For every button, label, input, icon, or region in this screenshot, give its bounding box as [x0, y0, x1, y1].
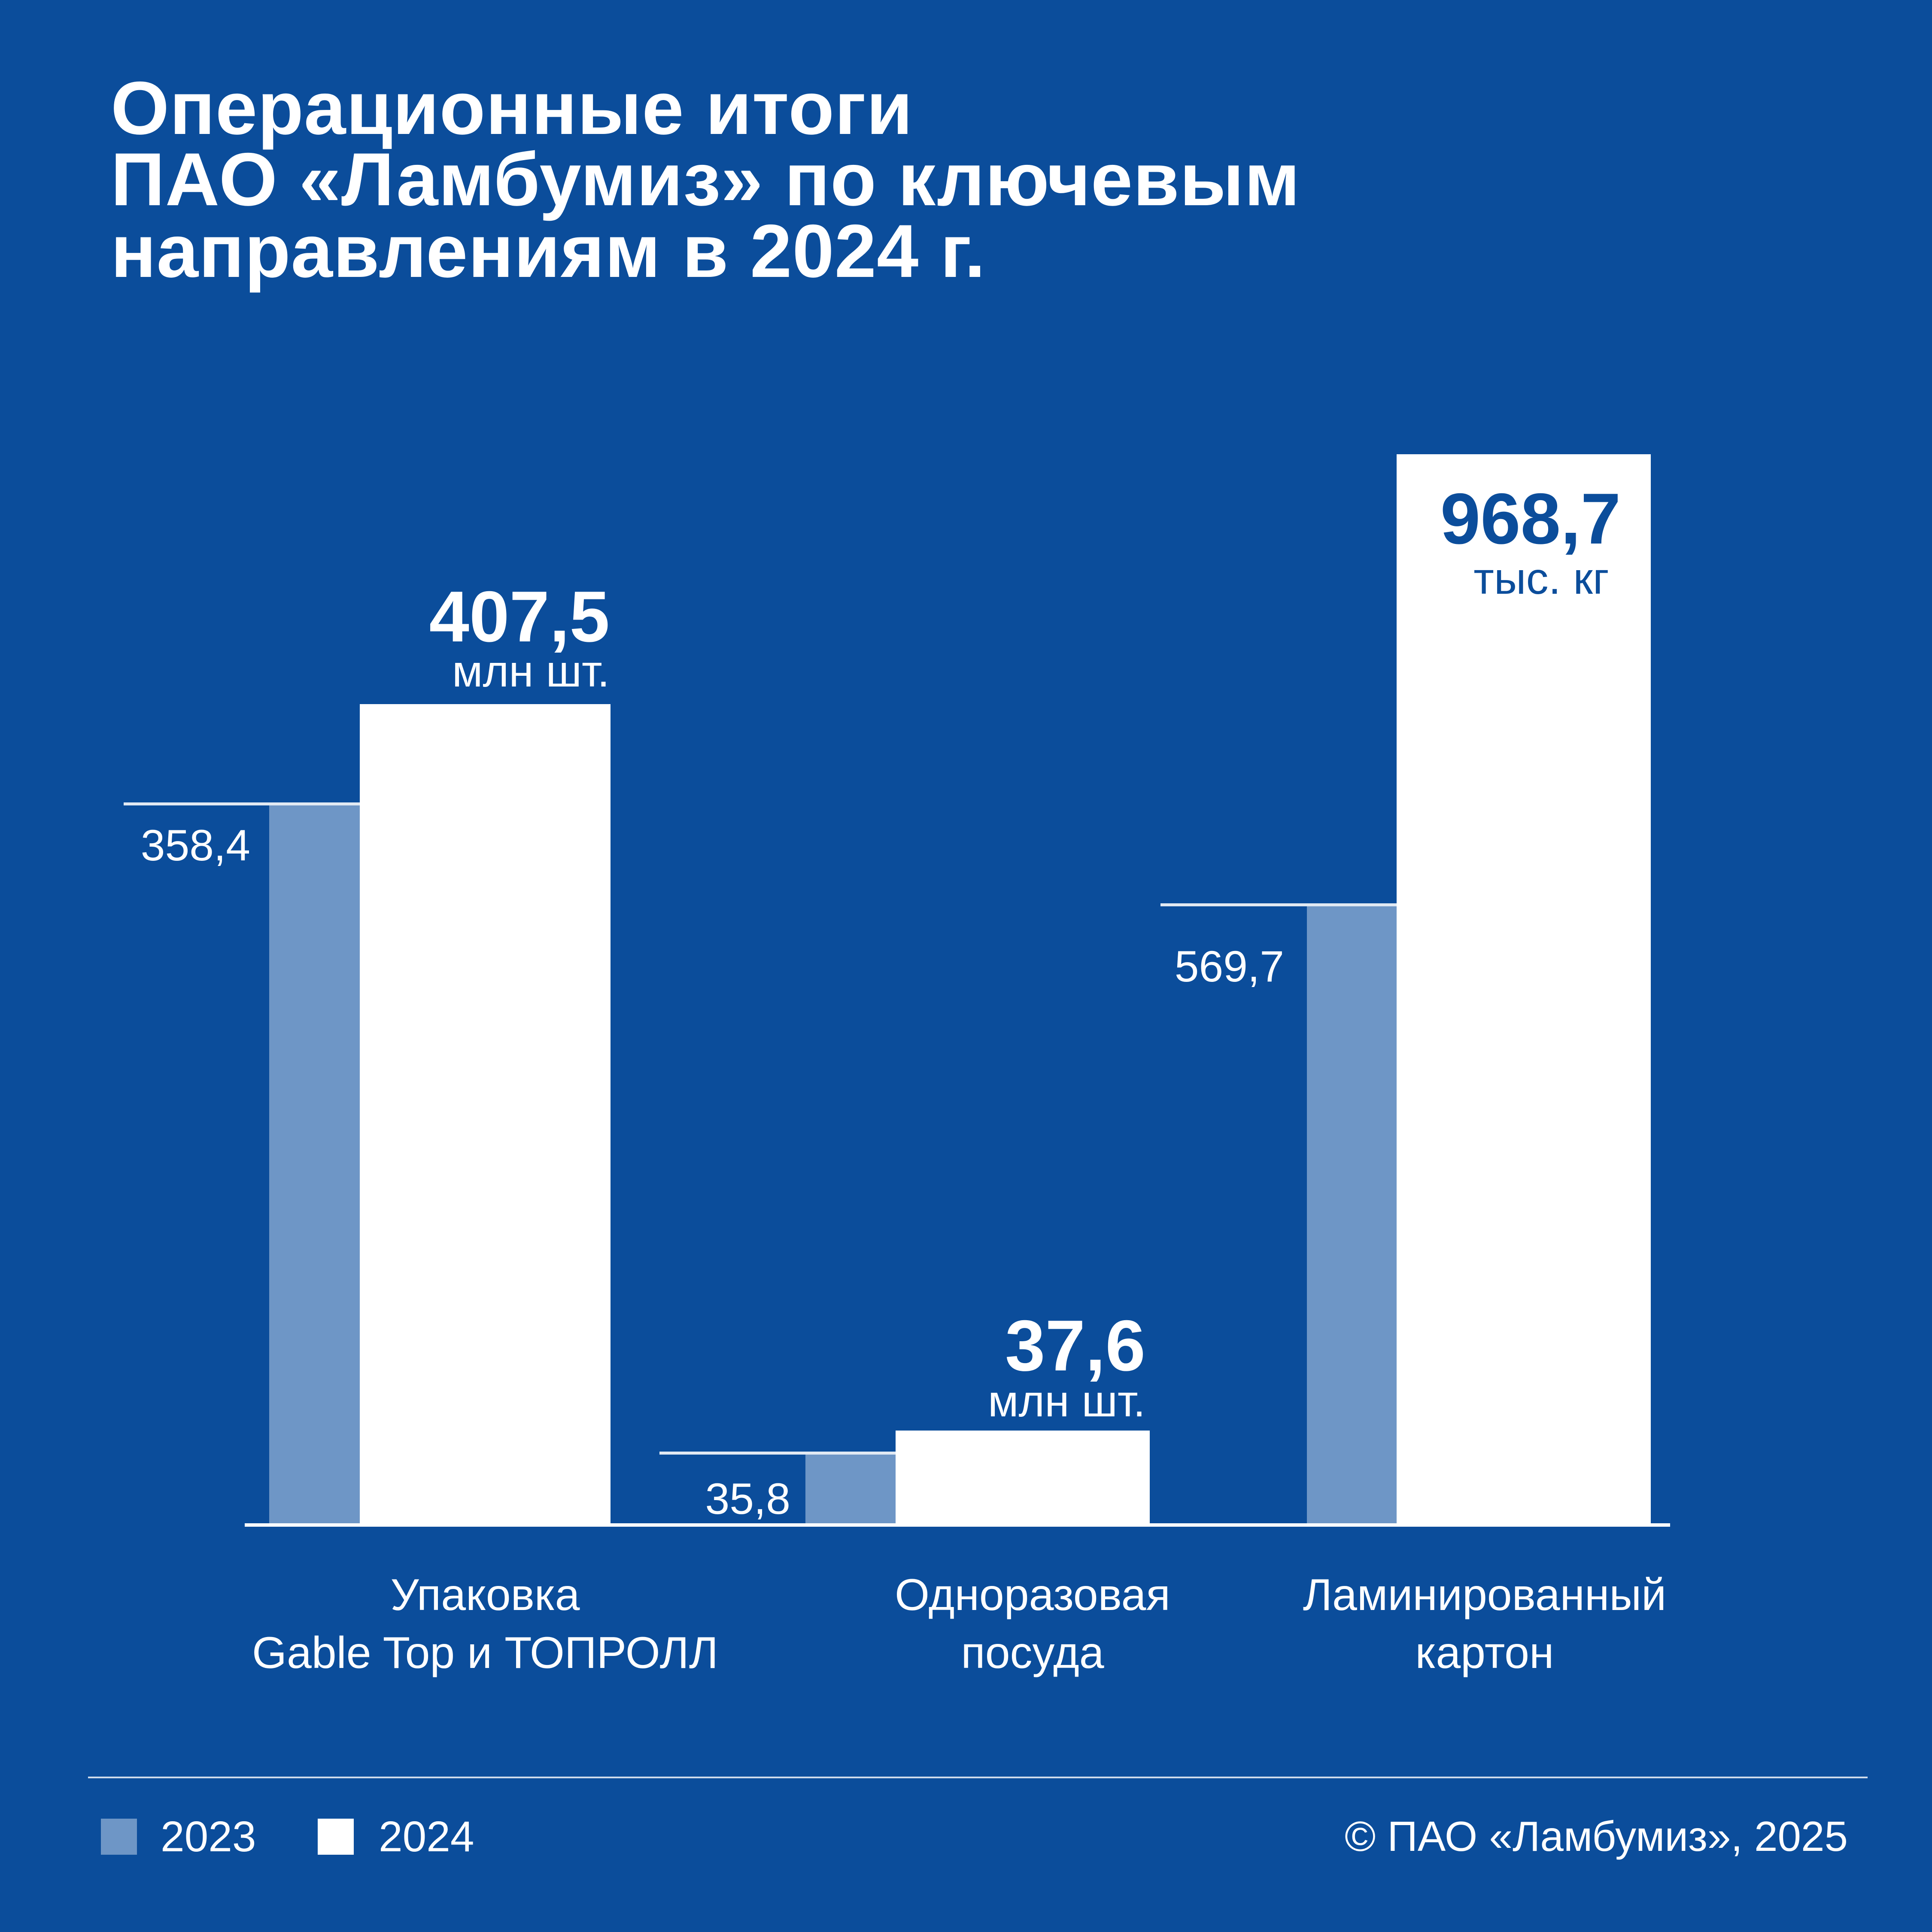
x-axis-line	[245, 1523, 1670, 1527]
value-label-2024-cardboard: 968,7	[1440, 478, 1621, 559]
bar-2024-cardboard	[1397, 454, 1651, 1525]
page-title: Операционные итоги ПАО «Ламбумиз» по клю…	[111, 67, 1300, 293]
category-label-packaging-line-1: Упаковка	[390, 1570, 580, 1620]
value-label-2024-packaging: 407,5	[429, 576, 610, 657]
unit-label-packaging: млн шт.	[452, 647, 610, 696]
category-label-tableware-line-2: посуда	[961, 1628, 1104, 1678]
page-title-line-1: Операционные итоги	[111, 67, 913, 150]
category-label-cardboard: Ламинированный картон	[1206, 1566, 1764, 1682]
value-rule-2023-packaging	[124, 802, 360, 805]
page-title-line-2: ПАО «Ламбумиз» по ключевым	[111, 138, 1300, 222]
value-rule-2023-cardboard	[1160, 903, 1397, 906]
page-title-line-3: направлениям в 2024 г.	[111, 209, 986, 293]
unit-label-tableware: млн шт.	[988, 1376, 1145, 1426]
value-rule-2023-tableware	[659, 1452, 896, 1455]
category-label-packaging: Упаковка Gable Top и ТОПРОЛЛ	[206, 1566, 764, 1682]
value-label-2023-tableware: 35,8	[705, 1474, 790, 1523]
category-label-cardboard-line-1: Ламинированный	[1303, 1570, 1667, 1620]
value-label-2023-packaging: 358,4	[140, 821, 250, 870]
copyright-text: © ПАО «Ламбумиз», 2025	[1344, 1813, 1848, 1860]
value-label-2023-cardboard: 569,7	[1174, 942, 1284, 991]
legend-swatch-2024	[318, 1819, 354, 1855]
category-label-cardboard-line-2: картон	[1415, 1628, 1554, 1678]
bar-2023-tableware	[805, 1455, 896, 1525]
bar-2024-packaging	[360, 704, 611, 1525]
legend-label-2023: 2023	[161, 1813, 256, 1861]
footer-divider	[88, 1777, 1868, 1778]
value-label-2024-tableware: 37,6	[1005, 1305, 1145, 1386]
bar-2023-packaging	[269, 805, 360, 1525]
category-label-tableware: Одноразовая посуда	[753, 1566, 1312, 1682]
legend-label-2024: 2024	[379, 1813, 474, 1861]
legend-swatch-2023	[101, 1819, 137, 1855]
bar-2024-tableware	[896, 1431, 1150, 1525]
bar-2023-cardboard	[1307, 906, 1397, 1525]
category-label-packaging-line-2: Gable Top и ТОПРОЛЛ	[252, 1628, 718, 1678]
category-label-tableware-line-1: Одноразовая	[895, 1570, 1170, 1620]
unit-label-cardboard: тыс. кг	[1473, 554, 1609, 604]
